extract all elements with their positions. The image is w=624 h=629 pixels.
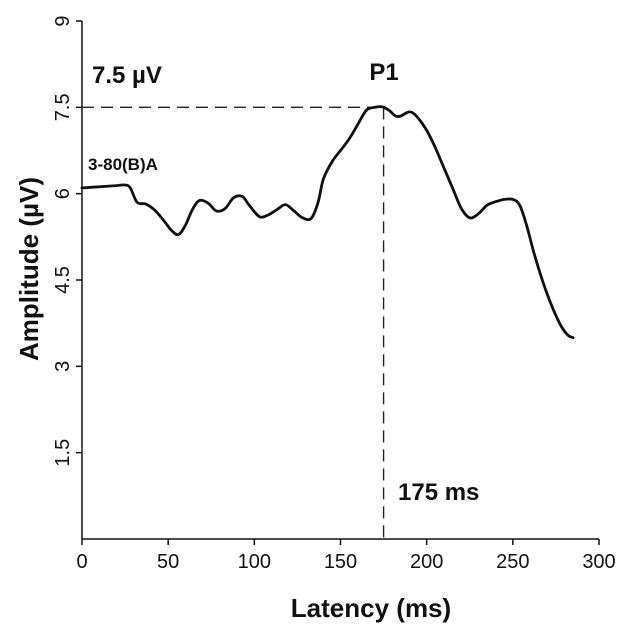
series-label: 3-80(B)A — [88, 155, 158, 174]
x-tick-label: 0 — [76, 551, 87, 573]
y-tick-label: 9 — [52, 15, 74, 26]
series-line — [80, 105, 575, 339]
peak-amplitude-label: 7.5 µV — [92, 62, 162, 89]
y-tick-label: 6 — [52, 188, 74, 199]
x-tick-label: 100 — [238, 551, 271, 573]
series-lines — [80, 105, 575, 339]
y-tick-label: 7.5 — [52, 93, 74, 121]
peak-guides — [82, 106, 385, 539]
y-tick-label: 3 — [52, 361, 74, 372]
y-tick-label: 1.5 — [52, 439, 74, 467]
x-tick-label: 300 — [582, 551, 615, 573]
x-tick-label: 50 — [157, 551, 179, 573]
x-tick-label: 250 — [496, 551, 529, 573]
y-axis-title: Amplitude (µV) — [14, 177, 44, 361]
x-tick-label: 150 — [324, 551, 357, 573]
text-annotations: Latency (ms) Amplitude (µV) P1 7.5 µV 17… — [14, 59, 479, 623]
x-axis-title: Latency (ms) — [291, 593, 451, 623]
y-tick-label: 4.5 — [52, 266, 74, 294]
x-tick-label: 200 — [410, 551, 443, 573]
peak-label: P1 — [369, 59, 398, 86]
y-ticks: 1.5 3 4.5 6 7.5 9 — [52, 15, 82, 467]
axes — [81, 21, 599, 540]
peak-latency-label: 175 ms — [398, 479, 479, 506]
x-ticks: 0 50 100 150 200 250 300 — [76, 539, 616, 573]
